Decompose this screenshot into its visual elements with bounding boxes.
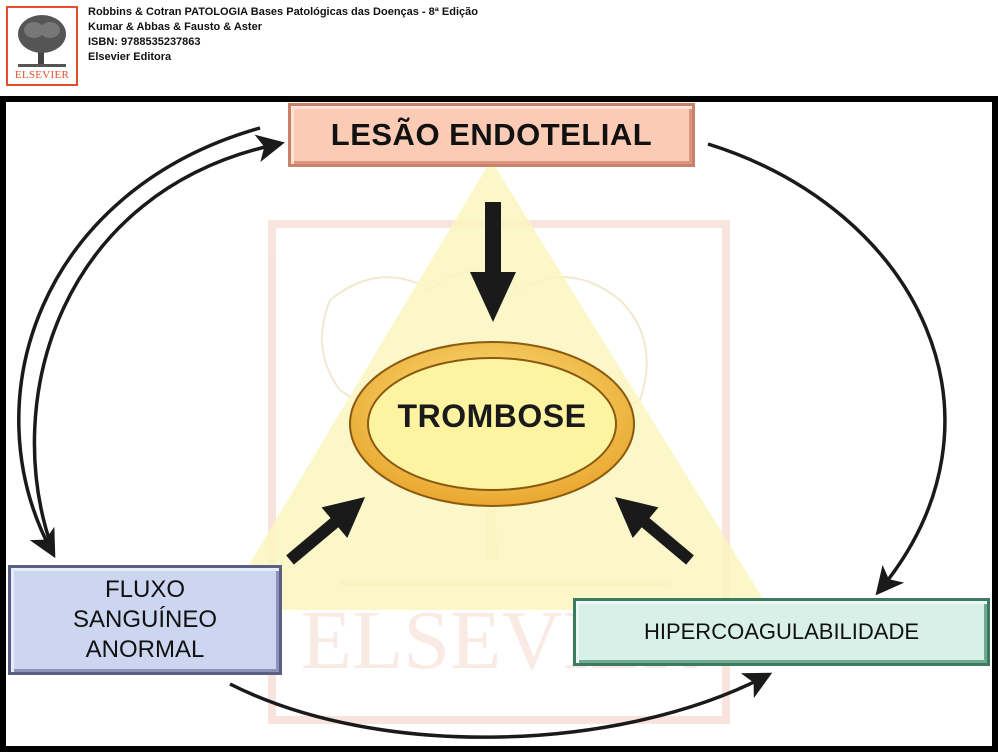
lesao-endotelial-label: LESÃO ENDOTELIAL bbox=[330, 117, 653, 152]
arrow-lesao-to-fluxo bbox=[17, 126, 261, 559]
arrow-lesao-to-hiper bbox=[707, 142, 947, 596]
book-publisher: Elsevier Editora bbox=[88, 51, 172, 63]
logo-text: ELSEVIER bbox=[14, 69, 70, 81]
arrow-fluxo-to-hiper bbox=[229, 672, 773, 739]
trombose-ellipse bbox=[349, 341, 635, 507]
lesao-endotelial-box: LESÃO ENDOTELIAL bbox=[288, 103, 695, 167]
book-authors: Kumar & Abbas & Fausto & Aster bbox=[88, 21, 262, 33]
book-title: Robbins & Cotran PATOLOGIA Bases Patológ… bbox=[88, 6, 478, 18]
arrow-top-down bbox=[470, 202, 516, 322]
fluxo-line-2: SANGUÍNEO bbox=[72, 606, 218, 633]
hipercoagulabilidade-box: HIPERCOAGULABILIDADE bbox=[573, 598, 990, 666]
tree-icon bbox=[18, 15, 66, 67]
trombose-label: TROMBOSE bbox=[397, 398, 587, 434]
fluxo-sanguineo-box: FLUXO SANGUÍNEO ANORMAL bbox=[8, 565, 282, 675]
arrow-fluxo-to-lesao bbox=[32, 134, 285, 549]
arrow-from-left bbox=[286, 497, 366, 565]
fluxo-line-3: ANORMAL bbox=[85, 636, 205, 663]
arrow-from-right bbox=[614, 497, 694, 565]
fluxo-line-1: FLUXO bbox=[104, 576, 185, 603]
book-isbn: ISBN: 9788535237863 bbox=[88, 36, 201, 48]
header: ELSEVIER Robbins & Cotran PATOLOGIA Base… bbox=[0, 0, 998, 96]
elsevier-logo: ELSEVIER bbox=[6, 6, 78, 86]
book-info: Robbins & Cotran PATOLOGIA Bases Patológ… bbox=[88, 5, 478, 65]
hipercoagulabilidade-label: HIPERCOAGULABILIDADE bbox=[643, 619, 920, 644]
